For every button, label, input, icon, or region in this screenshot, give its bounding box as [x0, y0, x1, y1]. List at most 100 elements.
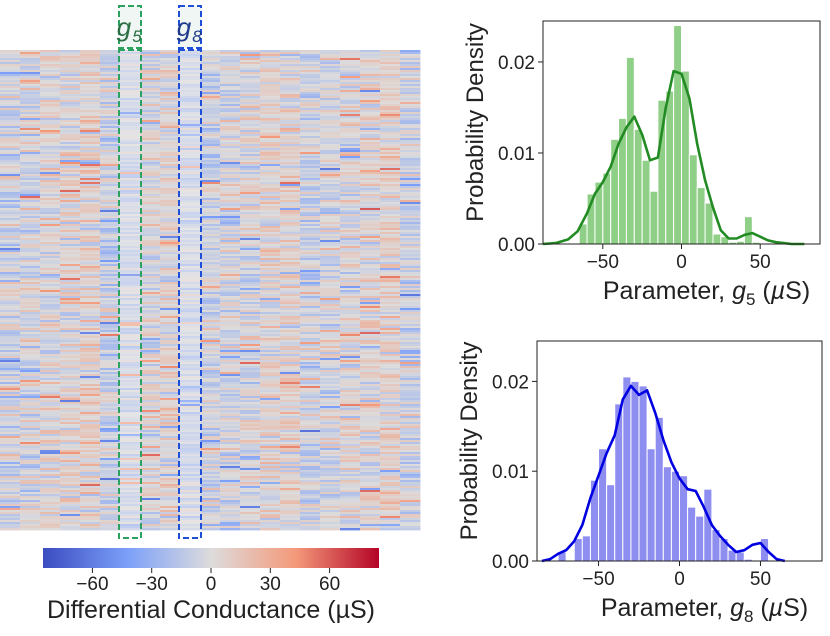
heatmap-cell — [340, 164, 361, 167]
heatmap-cell — [0, 196, 21, 199]
heatmap-cell — [140, 276, 161, 279]
heatmap-cell — [20, 358, 41, 361]
heatmap-cell — [180, 450, 201, 453]
heatmap-cell — [80, 322, 101, 325]
heatmap-cell — [60, 372, 81, 375]
heatmap-cell — [180, 410, 201, 413]
heatmap-cell — [300, 66, 321, 69]
heatmap-cell — [80, 126, 101, 129]
heatmap-cell — [320, 246, 341, 249]
heatmap-cell — [260, 352, 281, 355]
heatmap-cell — [280, 332, 301, 335]
heatmap-cell — [340, 318, 361, 321]
heatmap-cell — [180, 158, 201, 161]
heatmap-cell — [340, 112, 361, 115]
heatmap-cell — [0, 146, 21, 149]
heatmap-cell — [220, 92, 241, 95]
heatmap-cell — [260, 120, 281, 123]
heatmap-cell — [40, 468, 61, 471]
heatmap-cell — [60, 368, 81, 371]
heatmap-cell — [260, 194, 281, 197]
heatmap-cell — [100, 406, 121, 409]
heatmap-cell — [380, 408, 401, 411]
heatmap-cell — [120, 118, 141, 121]
heatmap-cell — [380, 128, 401, 131]
heatmap-cell — [400, 68, 421, 71]
heatmap-cell — [60, 256, 81, 259]
heatmap-cell — [160, 224, 181, 227]
heatmap-cell — [20, 482, 41, 485]
heatmap-cell — [360, 446, 381, 449]
heatmap-cell — [340, 426, 361, 429]
heatmap-cell — [240, 418, 261, 421]
heatmap-cell — [200, 416, 221, 419]
heatmap-cell — [280, 198, 301, 201]
heatmap-cell — [280, 168, 301, 171]
heatmap-cell — [60, 110, 81, 113]
heatmap-cell — [120, 120, 141, 123]
heatmap-cell — [100, 368, 121, 371]
heatmap-cell — [60, 420, 81, 423]
heatmap-cell — [40, 392, 61, 395]
heatmap-cell — [40, 210, 61, 213]
heatmap-cell — [220, 426, 241, 429]
heatmap-cell — [340, 70, 361, 73]
heatmap-cell — [180, 464, 201, 467]
heatmap-cell — [240, 390, 261, 393]
heatmap-cell — [300, 338, 321, 341]
heatmap-cell — [380, 386, 401, 389]
heatmap-cell — [120, 384, 141, 387]
heatmap-cell — [400, 106, 421, 109]
heatmap-cell — [300, 146, 321, 149]
heatmap-cell — [380, 402, 401, 405]
heatmap-cell — [360, 358, 381, 361]
heatmap-cell — [100, 130, 121, 133]
heatmap-cell — [140, 188, 161, 191]
heatmap-cell — [140, 88, 161, 91]
heatmap-cell — [80, 386, 101, 389]
heatmap-cell — [280, 102, 301, 105]
heatmap-cell — [340, 278, 361, 281]
heatmap-cell — [340, 140, 361, 143]
heatmap-cell — [100, 286, 121, 289]
heatmap-cell — [360, 110, 381, 113]
heatmap-cell — [160, 448, 181, 451]
heatmap-cell — [20, 342, 41, 345]
heatmap-cell — [180, 224, 201, 227]
heatmap-cell — [260, 300, 281, 303]
heatmap-cell — [380, 502, 401, 505]
heatmap-cell — [220, 116, 241, 119]
heatmap-cell — [160, 440, 181, 443]
heatmap-cell — [220, 346, 241, 349]
heatmap-cell — [400, 338, 421, 341]
heatmap-cell — [220, 262, 241, 265]
heatmap-cell — [140, 320, 161, 323]
heatmap-cell — [280, 344, 301, 347]
heatmap-cell — [360, 60, 381, 63]
heatmap-cell — [100, 512, 121, 515]
heatmap-cell — [260, 254, 281, 257]
heatmap-cell — [300, 104, 321, 107]
heatmap-cell — [180, 232, 201, 235]
heatmap-cell — [380, 246, 401, 249]
heatmap-cell — [180, 252, 201, 255]
heatmap-cell — [40, 102, 61, 105]
heatmap-cell — [160, 158, 181, 161]
heatmap-cell — [120, 162, 141, 165]
heatmap-cell — [180, 478, 201, 481]
heatmap-cell — [140, 486, 161, 489]
heatmap-cell — [260, 468, 281, 471]
heatmap-cell — [320, 452, 341, 455]
heatmap-cell — [120, 458, 141, 461]
heatmap-cell — [200, 222, 221, 225]
heatmap-cell — [40, 94, 61, 97]
heatmap-cell — [340, 218, 361, 221]
heatmap-cell — [340, 126, 361, 129]
heatmap-cell — [60, 230, 81, 233]
heatmap-cell — [160, 462, 181, 465]
heatmap-cell — [400, 442, 421, 445]
heatmap-cell — [180, 316, 201, 319]
heatmap-cell — [20, 526, 41, 529]
heatmap-cell — [360, 386, 381, 389]
heatmap-cell — [360, 456, 381, 459]
